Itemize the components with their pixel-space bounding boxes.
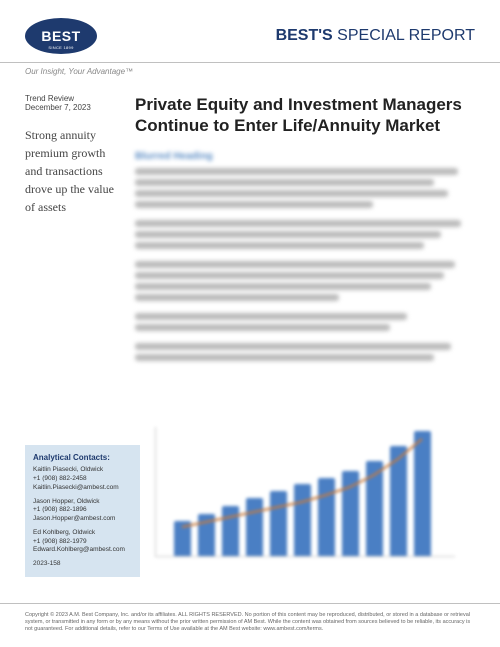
chart-bar [198,514,215,556]
logo-main-text: BEST [41,28,80,44]
article-content: Private Equity and Investment Managers C… [135,94,475,365]
trend-date: December 7, 2023 [25,103,123,112]
chart-bar [174,521,191,556]
contacts-title: Analytical Contacts: [33,453,132,464]
chart-bar [318,478,335,556]
header-title-light: SPECIAL REPORT [337,27,475,44]
bar-chart [155,427,455,557]
blurred-body [135,168,475,361]
contact-entry: Ed Kohlberg, Oldwick+1 (908) 882-1979Edw… [33,529,132,555]
copyright-text: Copyright © 2023 A.M. Best Company, Inc.… [25,612,470,632]
header-title-bold: BEST'S [276,27,333,44]
chart-area [155,427,455,587]
logo: BEST SINCE 1899 [25,18,97,54]
chart-bar [222,506,239,556]
left-sidebar: Trend Review December 7, 2023 Strong ann… [25,94,135,365]
blurred-section-heading: Blurred Heading [135,151,475,162]
chart-bar [270,491,287,556]
contact-entry: Kaitlin Piasecki, Oldwick+1 (908) 882-24… [33,466,132,492]
chart-bar [366,461,383,556]
tagline: Our Insight, Your Advantage™ [0,63,500,86]
chart-bar [294,484,311,556]
chart-bar [414,431,431,556]
sidebar-callout: Strong annuity premium growth and transa… [25,126,123,216]
contacts-list: Kaitlin Piasecki, Oldwick+1 (908) 882-24… [33,466,132,555]
logo-oval: BEST SINCE 1899 [25,18,97,54]
header-title: BEST'S SPECIAL REPORT [276,27,475,45]
logo-since-text: SINCE 1899 [48,45,73,50]
report-ref: 2023-158 [33,560,132,569]
article-title: Private Equity and Investment Managers C… [135,94,475,137]
copyright-footer: Copyright © 2023 A.M. Best Company, Inc.… [0,603,500,647]
contact-entry: Jason Hopper, Oldwick+1 (908) 882-1896Ja… [33,498,132,524]
report-header: BEST SINCE 1899 BEST'S SPECIAL REPORT [0,0,500,63]
trend-label: Trend Review [25,94,123,103]
chart-bar [246,498,263,556]
chart-bar [390,446,407,556]
analytical-contacts: Analytical Contacts: Kaitlin Piasecki, O… [25,445,140,577]
main-content: Trend Review December 7, 2023 Strong ann… [0,86,500,365]
chart-bar [342,471,359,556]
